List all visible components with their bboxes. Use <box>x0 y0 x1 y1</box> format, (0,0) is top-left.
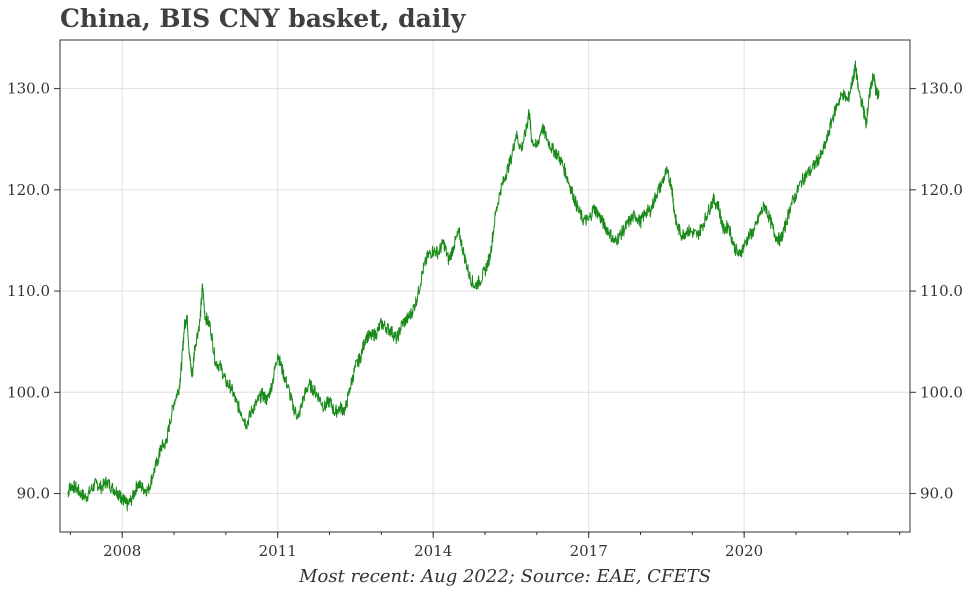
x-tick-label: 2014 <box>414 542 452 560</box>
y-tick-label-right: 130.0 <box>920 80 963 98</box>
y-tick-label-right: 120.0 <box>920 181 963 199</box>
y-tick-label-left: 110.0 <box>7 282 50 300</box>
axes: 90.0 90.0 100.0 100.0 110.0 110.0 120.0 120.0 13… <box>7 80 963 560</box>
source-note: Most recent: Aug 2022; Source: EAE, CFET… <box>298 566 711 587</box>
series-layer <box>67 60 880 512</box>
y-tick-label-right: 100.0 <box>920 383 963 401</box>
y-tick-label-left: 120.0 <box>7 181 50 199</box>
x-tick-label: 2020 <box>725 542 763 560</box>
x-tick-label: 2011 <box>259 542 297 560</box>
x-tick-label: 2017 <box>570 542 608 560</box>
plot-frame <box>59 39 911 533</box>
y-tick-label-left: 130.0 <box>7 80 50 98</box>
y-tick-label-right: 110.0 <box>920 282 963 300</box>
grid-lines <box>60 40 910 532</box>
series-line <box>67 60 880 512</box>
y-tick-label-left: 100.0 <box>7 383 50 401</box>
y-tick-label-right: 90.0 <box>920 485 953 503</box>
y-tick-label-left: 90.0 <box>17 485 50 503</box>
chart-title: China, BIS CNY basket, daily <box>60 4 466 33</box>
x-tick-label: 2008 <box>103 542 141 560</box>
